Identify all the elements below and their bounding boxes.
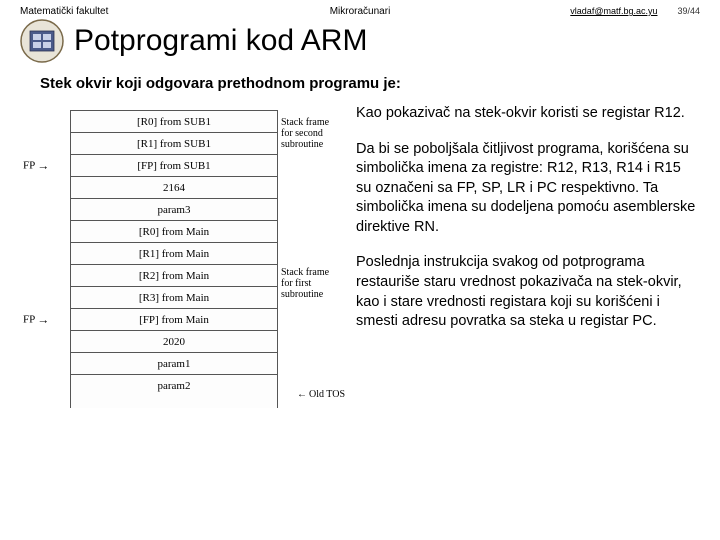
stack-cell: 2164 <box>70 176 278 198</box>
arrow-right-icon: → <box>37 158 49 173</box>
title-row: Potprogrami kod ARM <box>0 19 720 67</box>
stack-diagram: [R0] from SUB1 [R1] from SUB1 [FP] from … <box>20 104 340 408</box>
stack-cell: [R2] from Main <box>70 264 278 286</box>
stack-cell: [FP] from SUB1 FP→ Stack frame for secon… <box>70 154 278 176</box>
stack-cell: param1 <box>70 352 278 374</box>
page-title: Potprogrami kod ARM <box>74 24 367 58</box>
author-email: vladaf@matf.bg.ac.yu <box>570 6 657 16</box>
old-tos-label: ← Old TOS <box>297 389 345 400</box>
cell-label: [R3] from Main <box>139 292 209 304</box>
stack-cell: [R0] from Main <box>70 220 278 242</box>
stack-cell: [R0] from SUB1 <box>70 110 278 132</box>
fp-pointer-2: FP→ <box>23 312 49 327</box>
faculty-logo-icon <box>20 19 64 63</box>
faculty-label: Matematički fakultet <box>20 6 247 17</box>
stack-cell: [R3] from Main Stack frame for first sub… <box>70 286 278 308</box>
stack-cell: [R1] from Main <box>70 242 278 264</box>
page-number: 39/44 <box>677 6 700 16</box>
course-label: Mikroračunari <box>247 6 474 17</box>
slide-header: Matematički fakultet Mikroračunari vlada… <box>0 0 720 19</box>
fp-pointer-1: FP→ <box>23 158 49 173</box>
content-area: [R0] from SUB1 [R1] from SUB1 [FP] from … <box>0 100 720 408</box>
paragraph-3: Poslednja instrukcija svakog od potprogr… <box>356 253 700 331</box>
arrow-right-icon: → <box>37 312 49 327</box>
stack-cell: param2 ← Old TOS <box>70 374 278 396</box>
arrow-left-icon: ← <box>297 389 307 400</box>
cell-label: param2 <box>158 380 191 392</box>
subtitle: Stek okvir koji odgovara prethodnom prog… <box>0 67 720 100</box>
cell-label: [FP] from SUB1 <box>137 160 210 172</box>
paragraph-2: Da bi se poboljšala čitljivost programa,… <box>356 140 700 238</box>
stack-stem <box>70 396 278 408</box>
stack-cell: param3 <box>70 198 278 220</box>
stack-cell: [R1] from SUB1 <box>70 132 278 154</box>
stack-cell: [FP] from Main FP→ <box>70 308 278 330</box>
brace-label-1: Stack frame for second subroutine <box>281 117 337 150</box>
paragraph-1: Kao pokazivač na stek-okvir koristi se r… <box>356 104 700 124</box>
brace-label-2: Stack frame for first subroutine <box>281 267 337 300</box>
text-column: Kao pokazivač na stek-okvir koristi se r… <box>356 104 700 408</box>
stack-cell: 2020 <box>70 330 278 352</box>
cell-label: [FP] from Main <box>139 314 209 326</box>
